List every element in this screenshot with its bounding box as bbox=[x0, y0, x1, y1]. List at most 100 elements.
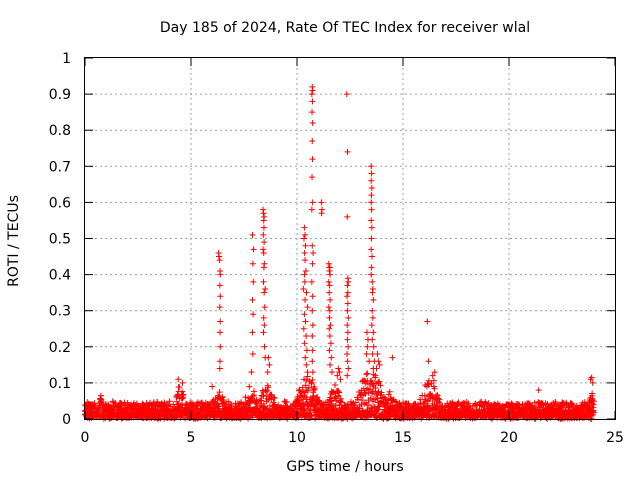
data-point bbox=[337, 395, 344, 402]
data-point bbox=[337, 376, 344, 383]
y-tick-label: 0.6 bbox=[49, 195, 71, 211]
data-point bbox=[328, 369, 335, 376]
data-point bbox=[301, 311, 308, 318]
data-point bbox=[326, 325, 333, 332]
data-point bbox=[398, 403, 405, 410]
data-point bbox=[326, 267, 333, 274]
data-point bbox=[309, 156, 316, 163]
data-point bbox=[344, 307, 351, 314]
plot-frame bbox=[84, 57, 616, 420]
data-point bbox=[217, 271, 224, 278]
y-tick-label: 0 bbox=[62, 412, 71, 428]
data-point bbox=[261, 322, 268, 329]
data-point bbox=[309, 174, 316, 181]
data-point bbox=[318, 199, 325, 206]
data-point bbox=[250, 246, 257, 253]
data-point bbox=[326, 289, 333, 296]
data-point bbox=[216, 257, 223, 264]
data-point bbox=[344, 289, 351, 296]
data-point bbox=[355, 396, 362, 403]
data-point bbox=[311, 385, 318, 392]
data-point bbox=[326, 314, 333, 321]
y-axis-label: ROTI / TECUs bbox=[6, 195, 22, 287]
data-point bbox=[303, 332, 310, 339]
data-point bbox=[369, 307, 376, 314]
data-point bbox=[369, 278, 376, 285]
data-point bbox=[326, 347, 333, 354]
grid-lines bbox=[85, 58, 615, 419]
data-point bbox=[344, 148, 351, 155]
data-point bbox=[175, 376, 182, 383]
data-point bbox=[328, 354, 335, 361]
x-tick-label: 25 bbox=[606, 430, 624, 446]
data-point bbox=[250, 278, 257, 285]
data-point bbox=[318, 210, 325, 217]
data-point bbox=[228, 401, 235, 408]
data-point bbox=[309, 358, 316, 365]
data-point bbox=[375, 358, 382, 365]
data-point bbox=[242, 394, 249, 401]
data-point bbox=[332, 402, 339, 409]
data-point bbox=[166, 398, 173, 405]
data-point bbox=[421, 392, 428, 399]
data-point bbox=[363, 351, 370, 358]
y-tick-label: 0.9 bbox=[49, 87, 71, 103]
data-point bbox=[304, 387, 311, 394]
data-point bbox=[325, 304, 332, 311]
data-point bbox=[372, 385, 379, 392]
data-point bbox=[303, 394, 310, 401]
data-point bbox=[308, 206, 315, 213]
data-point bbox=[436, 399, 443, 406]
data-point bbox=[301, 224, 308, 231]
data-point bbox=[249, 351, 256, 358]
data-point bbox=[309, 87, 316, 94]
data-point bbox=[240, 401, 247, 408]
data-point bbox=[365, 389, 372, 396]
data-point bbox=[588, 374, 595, 381]
data-point bbox=[262, 286, 269, 293]
data-point bbox=[309, 332, 316, 339]
y-tick-label: 0.2 bbox=[49, 340, 71, 356]
data-point bbox=[257, 404, 264, 411]
data-point bbox=[343, 91, 350, 98]
data-point bbox=[431, 385, 438, 392]
data-point bbox=[260, 249, 267, 256]
data-point bbox=[368, 322, 375, 329]
data-point bbox=[209, 383, 216, 390]
data-point bbox=[465, 400, 472, 407]
data-point bbox=[345, 365, 352, 372]
data-point bbox=[363, 371, 370, 378]
data-point bbox=[309, 260, 316, 267]
data-point bbox=[163, 402, 170, 409]
data-point bbox=[216, 389, 223, 396]
data-point bbox=[266, 361, 273, 368]
data-point bbox=[265, 384, 272, 391]
y-tick-label: 0.5 bbox=[49, 232, 71, 248]
data-point bbox=[217, 318, 224, 325]
y-tick-label: 0.8 bbox=[49, 123, 71, 139]
data-point bbox=[302, 257, 309, 264]
data-point bbox=[217, 329, 224, 336]
data-point bbox=[326, 307, 333, 314]
data-point bbox=[250, 311, 257, 318]
data-point bbox=[589, 379, 596, 386]
data-point bbox=[335, 365, 342, 372]
data-point bbox=[225, 398, 232, 405]
data-point bbox=[260, 264, 267, 271]
data-point bbox=[217, 343, 224, 350]
data-point bbox=[335, 388, 342, 395]
data-point bbox=[303, 361, 310, 368]
data-point bbox=[494, 400, 501, 407]
data-point bbox=[369, 336, 376, 343]
data-point bbox=[223, 415, 230, 422]
data-point bbox=[377, 382, 384, 389]
data-point bbox=[249, 231, 256, 238]
data-point bbox=[368, 192, 375, 199]
data-point bbox=[369, 314, 376, 321]
data-point bbox=[369, 289, 376, 296]
data-point bbox=[302, 382, 309, 389]
data-point bbox=[316, 397, 323, 404]
data-point bbox=[300, 406, 307, 413]
data-point bbox=[271, 395, 278, 402]
data-point bbox=[307, 411, 314, 418]
